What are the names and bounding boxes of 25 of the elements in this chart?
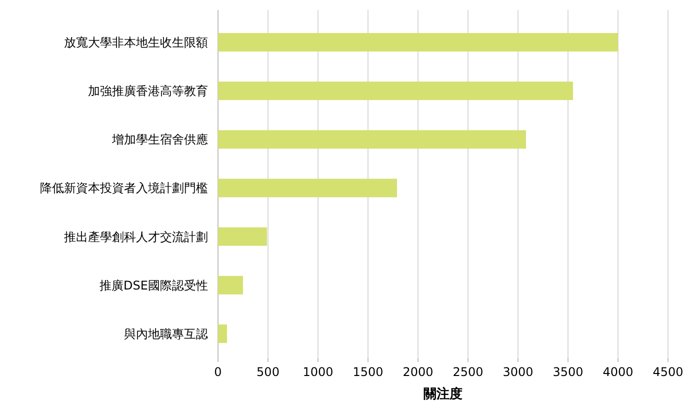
x-tick-label: 2500 [452, 365, 484, 379]
bar [218, 178, 397, 198]
x-tick-label: 4000 [602, 365, 634, 379]
y-tick-label: 推出產學創科人才交流計劃 [64, 230, 208, 244]
x-tick-label: 1000 [302, 365, 334, 379]
y-tick-label: 放寬大學非本地生收生限額 [64, 35, 208, 50]
y-tick-label: 降低新資本投資者入境計劃門檻 [40, 181, 208, 196]
x-tick-label: 0 [214, 365, 222, 379]
bar [218, 33, 618, 52]
y-tick-label: 與內地職專互認 [124, 326, 208, 341]
y-tick-label: 增加學生宿舍供應 [111, 132, 208, 147]
x-tick-label: 1500 [352, 365, 384, 379]
bar [218, 82, 573, 100]
x-axis-title: 關注度 [424, 386, 462, 402]
bar [218, 276, 243, 294]
x-tick-label: 3500 [552, 365, 584, 379]
y-tick-label: 推廣DSE國際認受性 [100, 278, 208, 292]
x-tick-label: 500 [256, 365, 280, 379]
bar [218, 130, 526, 149]
x-tick-label: 4500 [652, 365, 684, 379]
x-tick-label: 3000 [502, 365, 534, 379]
y-tick-label: 加強推廣香港高等教育 [88, 84, 208, 98]
x-tick-label: 2000 [402, 365, 434, 379]
bar [218, 227, 267, 246]
bar [218, 324, 227, 343]
